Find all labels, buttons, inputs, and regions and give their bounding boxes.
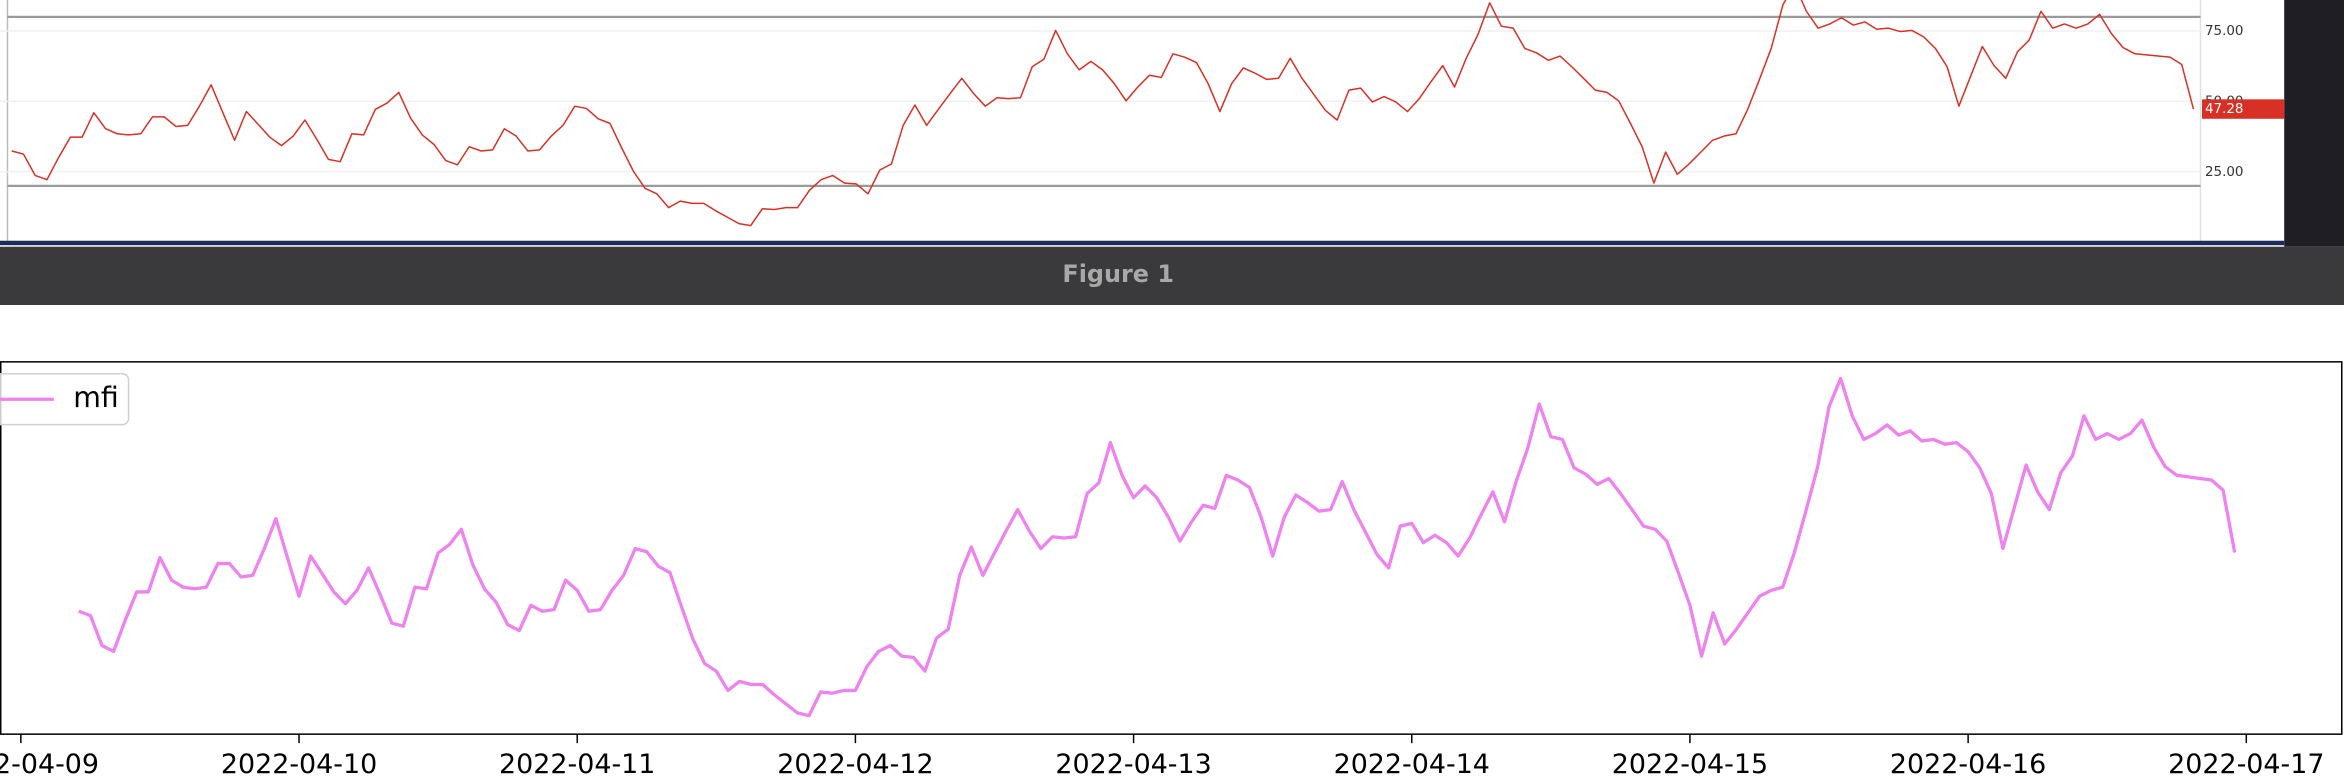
y-tick-label: 75.00 (2205, 24, 2243, 39)
x-tick-label: 2022-04-17 (2168, 749, 2324, 780)
x-tick-label: 2022-04-09 (0, 749, 99, 780)
line-series (78, 376, 2237, 718)
x-tick-label: 2022-04-13 (1055, 749, 1211, 780)
x-tick-label: 2022-04-10 (221, 749, 377, 780)
x-tick-label: 2022-04-12 (777, 749, 933, 780)
legend-label: mfi (73, 381, 119, 414)
x-tick-label: 2022-04-11 (499, 749, 655, 780)
window-title: Figure 1 (1062, 260, 1174, 288)
line-series (11, 0, 2195, 227)
x-tick-label: 2022-04-15 (1612, 749, 1768, 780)
legend-box (0, 373, 130, 426)
bottom-chart: 2022-04-09 2022-04-10 2022-04-11 2022-04-12… (0, 361, 2343, 780)
side-panel (2284, 0, 2344, 247)
panel-divider (0, 240, 2285, 246)
axes-frame (0, 361, 2343, 735)
y-tick-label: 25.00 (2205, 165, 2243, 180)
last-value-tag (2201, 99, 2285, 119)
window-title-bar (0, 246, 2344, 306)
top-chart-panel (0, 0, 2285, 247)
x-tick-label: 2022-04-14 (1334, 749, 1490, 780)
x-tick-label: 2022-04-16 (1890, 749, 2046, 780)
last-value-label: 47.28 (2205, 102, 2243, 117)
